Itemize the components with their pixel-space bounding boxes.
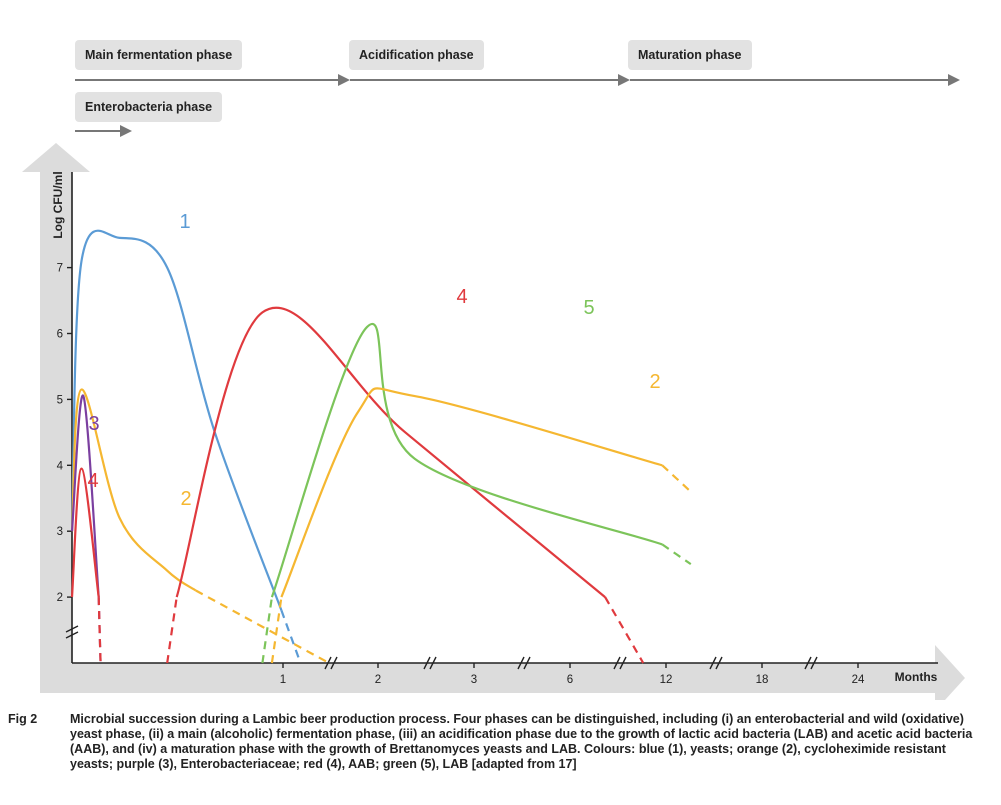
y-tick-label: 7 (57, 263, 63, 275)
y-axis-break (65, 625, 79, 633)
series-5-line (270, 323, 663, 598)
phase-arrows (75, 74, 960, 137)
x-tick-label: 24 (852, 674, 865, 686)
series-4-dashed-tail (97, 597, 102, 664)
x-axis-break (429, 656, 437, 670)
series-1-dashed-tail (280, 609, 302, 664)
series-2-label: 2 (649, 371, 660, 393)
x-axis-break (804, 656, 812, 670)
phase-label-maturation: Maturation phase (628, 40, 752, 70)
x-tick-label: 1 (280, 674, 286, 686)
series-2-dashed-tail (661, 464, 692, 493)
series-4-dashed-head (166, 596, 178, 664)
series-4-line (175, 306, 606, 598)
x-axis-break (619, 656, 627, 670)
x-axis-label: Months (895, 670, 938, 684)
series-2-group: 2 (70, 388, 330, 664)
x-axis-break (423, 656, 431, 670)
series-2-group: 2 (270, 371, 692, 664)
series-5-label: 5 (583, 297, 594, 319)
x-tick-label: 18 (756, 674, 769, 686)
phase-label-acidification: Acidification phase (349, 40, 484, 70)
series-5-dashed-tail (661, 543, 692, 566)
series-2-label: 2 (180, 488, 191, 510)
series-3-line (70, 394, 100, 598)
series-1-line (70, 229, 283, 611)
x-axis-break (709, 656, 717, 670)
x-tick-label: 6 (567, 674, 573, 686)
y-tick-label: 4 (57, 460, 64, 472)
x-axis-break (613, 656, 621, 670)
y-tick-label: 5 (57, 394, 63, 406)
x-axis-break (523, 656, 531, 670)
x-tick-label: 12 (660, 674, 673, 686)
series-5-group: 5 (261, 297, 692, 664)
x-axis-break (810, 656, 818, 670)
x-axis-break (330, 656, 338, 670)
x-axis-break (517, 656, 525, 670)
series-5-dashed-head (261, 596, 273, 664)
x-axis-break (324, 656, 332, 670)
phase-label-enterobacteria: Enterobacteria phase (75, 92, 223, 122)
series-2-line (70, 388, 197, 592)
y-tick-label: 6 (57, 329, 63, 341)
series-1-label: 1 (179, 211, 190, 233)
series-layer: 1 2 3 4 4 5 2 (70, 211, 692, 664)
y-axis-label: Log CFU/ml (51, 171, 65, 238)
axis-breaks (65, 625, 818, 670)
series-4-label: 4 (456, 286, 467, 308)
y-tick-label: 3 (57, 526, 63, 538)
y-ticks: 2 3 4 5 6 7 (57, 263, 72, 604)
figure: Main fermentation phase Acidification ph… (22, 40, 965, 700)
caption-text: Microbial succession during a Lambic bee… (70, 712, 973, 771)
series-4-line (70, 467, 100, 598)
x-tick-label: 2 (375, 674, 381, 686)
y-tick-label: 2 (57, 592, 63, 604)
series-2-dashed-tail (195, 589, 330, 664)
y-axis-band (22, 143, 90, 693)
y-axis-break (65, 631, 79, 639)
series-2-dashed-head (270, 596, 283, 664)
caption-label: Fig 2 (8, 712, 38, 726)
x-axis-break (715, 656, 723, 670)
series-2-line (280, 387, 663, 598)
x-axis-band (40, 645, 965, 700)
series-4-dashed-tail (604, 596, 645, 664)
series-3-label: 3 (88, 413, 99, 435)
series-1-group: 1 (70, 211, 302, 664)
series-4-group: 4 (166, 286, 645, 664)
series-4-group: 4 (70, 467, 102, 664)
x-tick-label: 3 (471, 674, 477, 686)
x-ticks: 1 2 3 6 12 18 24 (280, 663, 865, 686)
phase-label-main-fermentation: Main fermentation phase (75, 40, 243, 70)
series-4-label: 4 (87, 470, 98, 492)
